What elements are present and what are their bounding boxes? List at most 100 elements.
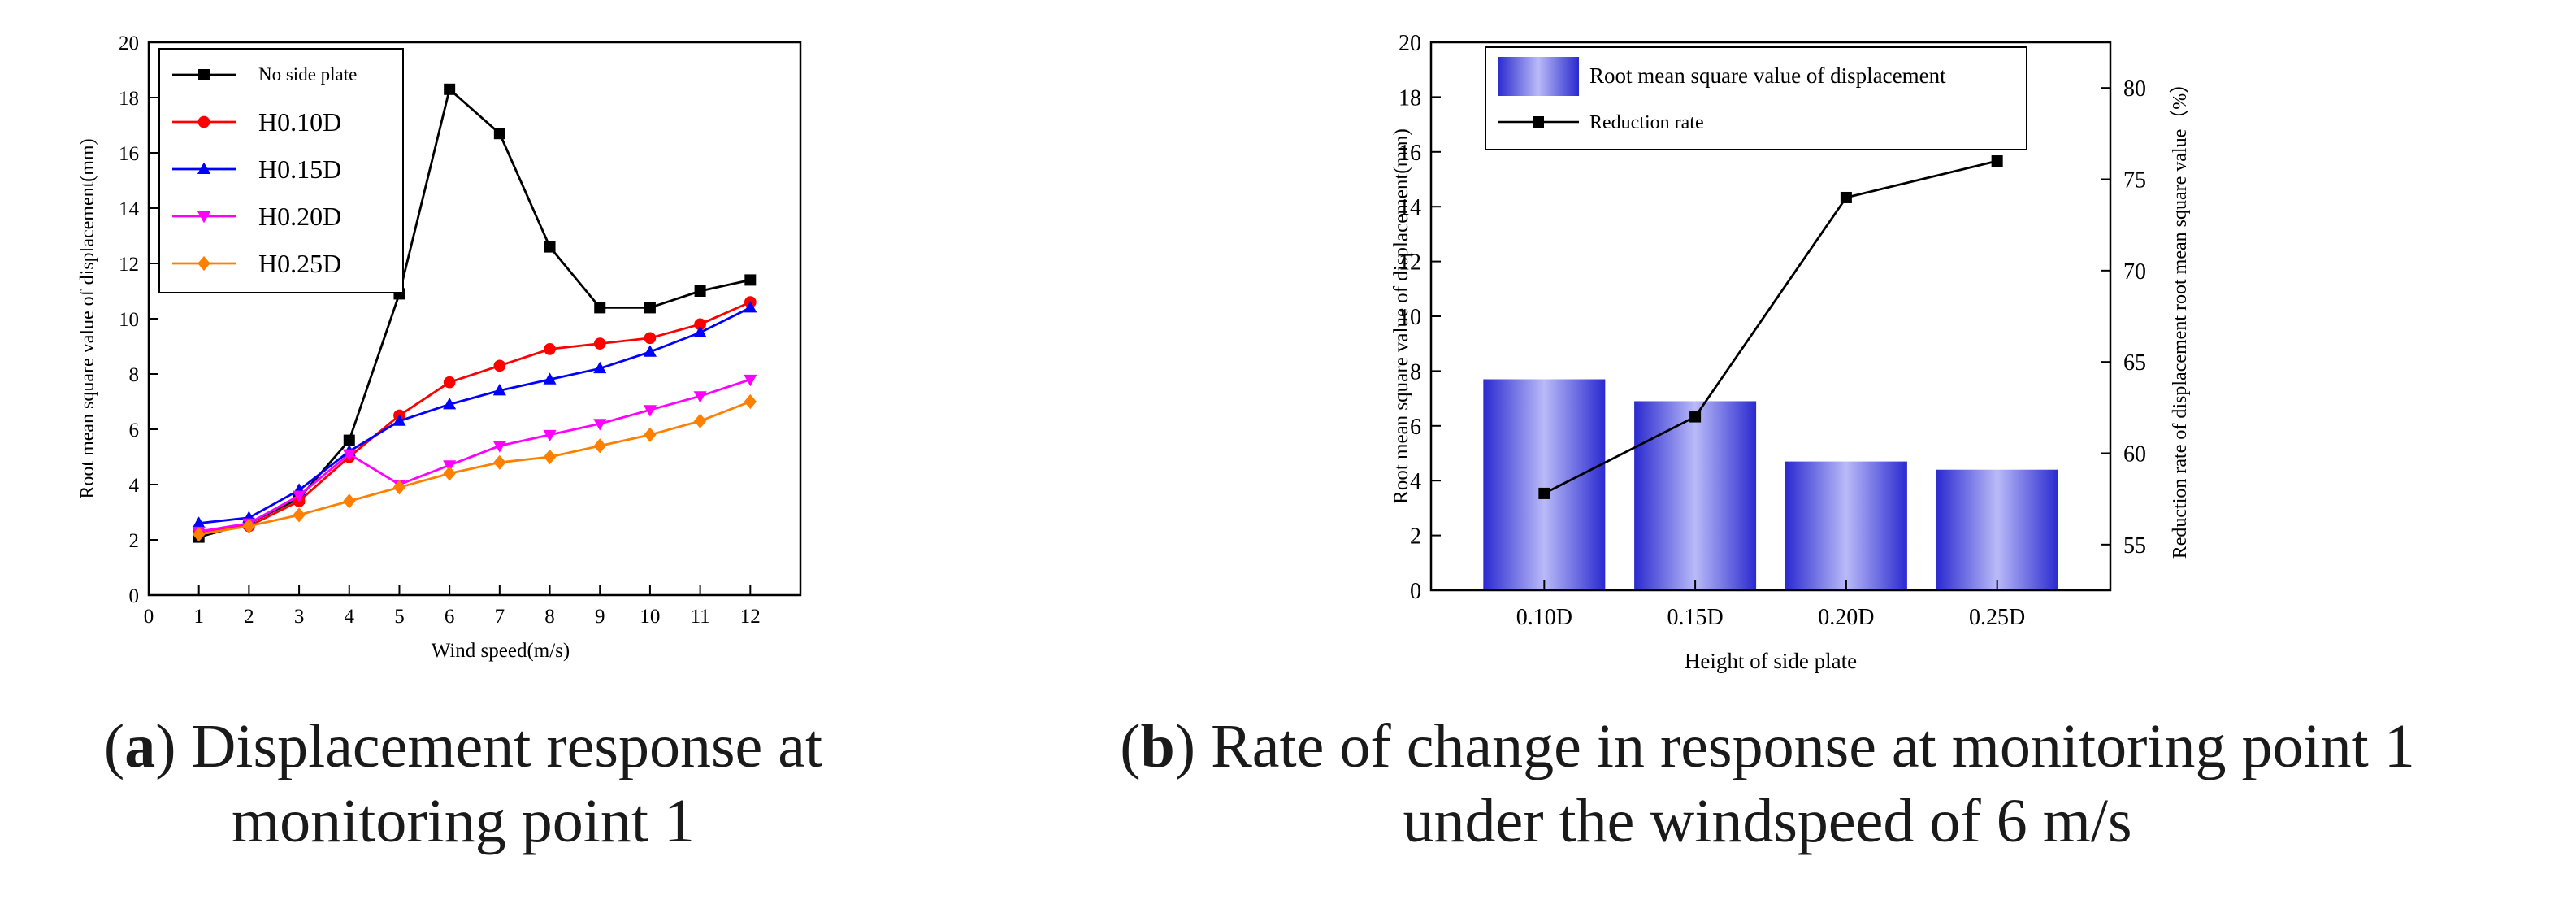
chart-a-x-tick-label: 7 bbox=[495, 606, 505, 628]
chart-a-point-h0-15d bbox=[744, 301, 757, 313]
caption-a-line-1-text: Displacement response at bbox=[191, 712, 823, 780]
chart-b-y-tick-label: 20 bbox=[1399, 31, 1421, 56]
chart-a-x-tick-label: 9 bbox=[595, 606, 605, 628]
chart-a-point-h0-20d bbox=[293, 490, 306, 502]
chart-a-x-tick-label: 2 bbox=[244, 606, 254, 628]
chart-b-y-axis: 0 2 4 6 8 10 12 14 16 18 20 bbox=[1399, 31, 1441, 604]
chart-a-y-tick-label: 6 bbox=[129, 420, 140, 441]
chart-a-legend-label-h0-25d: H0.25D bbox=[258, 249, 341, 278]
chart-b-bar-0-25d bbox=[1936, 469, 2058, 590]
chart-a-x-tick-label: 11 bbox=[691, 606, 710, 628]
chart-a-x-tick-label: 0 bbox=[144, 606, 154, 628]
chart-a-x-tick-label: 12 bbox=[740, 606, 761, 628]
chart-a-point-h0-25d bbox=[242, 518, 256, 534]
chart-a-point-h0-10d bbox=[493, 359, 506, 372]
chart-b-bars bbox=[1483, 379, 2058, 590]
chart-a-point-h0-10d bbox=[694, 318, 706, 331]
chart-b-y-tick-label: 4 bbox=[1410, 469, 1421, 494]
chart-b-x-tick-label: 0.25D bbox=[1969, 605, 2025, 630]
chart-a-y-tick-label: 14 bbox=[119, 198, 140, 220]
chart-b-y-tick-label: 10 bbox=[1399, 305, 1421, 330]
chart-a-point-h0-25d bbox=[644, 427, 657, 442]
chart-a-series bbox=[192, 83, 757, 543]
caption-b-line-1-text: Rate of change in response at monitoring… bbox=[1211, 712, 2415, 780]
chart-b-point-0-15d bbox=[1689, 411, 1702, 423]
chart-b-x-tick-label: 0.20D bbox=[1818, 605, 1874, 630]
chart-a-y-tick-label: 4 bbox=[129, 475, 140, 497]
chart-b-y2-tick-label: 70 bbox=[2123, 259, 2146, 285]
chart-a-series-line-no-side-plate bbox=[198, 87, 751, 538]
chart-a-legend-label-h0-10d: H0.10D bbox=[258, 107, 341, 137]
chart-b-y-tick-label: 2 bbox=[1410, 524, 1421, 550]
chart-a-point-no-side-plate bbox=[544, 241, 556, 253]
chart-a-legend-label-no-side-plate: No side plate bbox=[258, 64, 357, 85]
chart-a-point-h0-25d bbox=[693, 413, 707, 428]
chart-a-point-h0-10d bbox=[644, 332, 657, 345]
chart-a-point-h0-20d bbox=[492, 441, 506, 453]
caption-a-line-1: (a) Displacement response at bbox=[103, 712, 823, 780]
chart-a-x-tick-label: 1 bbox=[193, 606, 204, 628]
chart-a-point-h0-25d bbox=[392, 480, 406, 495]
chart-a-point-no-side-plate bbox=[444, 83, 456, 95]
caption-a-tag: a bbox=[124, 712, 156, 780]
chart-a-point-h0-25d bbox=[493, 454, 506, 470]
chart-b-y-tick-label: 6 bbox=[1410, 415, 1421, 440]
chart-b-legend-label-reduction-rate: Reduction rate bbox=[1589, 112, 1704, 133]
chart-b-series-line-reduction-rate bbox=[1543, 159, 1997, 495]
chart-b-y2-tick-label: 55 bbox=[2123, 533, 2146, 559]
chart-a-point-no-side-plate bbox=[744, 274, 757, 286]
chart-a-y-axis-label: Root mean square value of displacement(m… bbox=[77, 138, 98, 498]
chart-a-y-axis: 0 2 4 6 8 10 12 14 16 18 20 bbox=[119, 33, 158, 607]
chart-a-x-tick-label: 3 bbox=[294, 606, 305, 628]
chart-a-y-tick-label: 0 bbox=[129, 585, 140, 607]
chart-b-y2-tick-label: 80 bbox=[2123, 76, 2146, 102]
chart-a-point-h0-15d bbox=[443, 398, 457, 410]
chart-b-y-tick-label: 12 bbox=[1399, 250, 1421, 276]
chart-b-y2-axis-label: Reduction rate of displacement root mean… bbox=[2170, 74, 2191, 559]
chart-a-point-h0-15d bbox=[593, 361, 607, 374]
chart-a-point-h0-15d bbox=[643, 345, 657, 357]
chart-a-point-no-side-plate bbox=[493, 128, 505, 140]
chart-a-x-tick-label: 10 bbox=[640, 606, 660, 628]
chart-a-legend-marker-no-side-plate bbox=[198, 69, 210, 80]
chart-b-x-tick-label: 0.15D bbox=[1667, 605, 1723, 630]
chart-b-legend-marker-reduction-rate bbox=[1533, 116, 1544, 128]
chart-a-y-tick-label: 16 bbox=[119, 143, 139, 165]
chart-b-x-tick-label: 0.10D bbox=[1516, 605, 1572, 630]
chart-a-legend-marker-h0-20d bbox=[197, 211, 211, 224]
chart-b-y-tick-label: 8 bbox=[1410, 359, 1421, 385]
chart-a-series-line-h0-10d bbox=[198, 301, 751, 533]
chart-a-y-tick-label: 8 bbox=[129, 364, 140, 386]
chart-a-point-h0-20d bbox=[693, 391, 707, 403]
chart-a-point-h0-25d bbox=[343, 493, 356, 509]
chart-a-y-tick-label: 20 bbox=[119, 33, 139, 54]
chart-b-y-tick-label: 16 bbox=[1399, 141, 1421, 166]
chart-a-series-line-h0-25d bbox=[198, 400, 751, 536]
chart-a-point-h0-25d bbox=[293, 507, 306, 523]
caption-b-tag: b bbox=[1140, 712, 1175, 780]
chart-b-reduction-line bbox=[1538, 155, 2003, 499]
chart-a-series-line-h0-20d bbox=[198, 378, 751, 533]
chart-a-y-tick-label: 18 bbox=[119, 88, 139, 110]
chart-a-point-h0-25d bbox=[443, 466, 456, 481]
chart-a-x-axis: 0 1 2 3 4 5 6 7 8 9 10 11 12 bbox=[144, 585, 761, 628]
chart-a-x-tick-label: 5 bbox=[394, 606, 405, 628]
chart-a-y-tick-label: 2 bbox=[129, 530, 140, 552]
chart-b-y2-tick-label: 60 bbox=[2123, 442, 2146, 467]
chart-b-legend: Root mean square value of displacement Re… bbox=[1485, 46, 2027, 150]
chart-b-y-tick-label: 0 bbox=[1410, 579, 1421, 604]
chart-b-legend-label-bars: Root mean square value of displacement bbox=[1589, 63, 1946, 88]
chart-a-point-h0-20d bbox=[744, 374, 757, 387]
chart-a-point-h0-25d bbox=[593, 438, 606, 454]
caption-a-line-2: monitoring point 1 bbox=[232, 787, 695, 855]
chart-b-point-0-25d bbox=[1991, 155, 2003, 167]
chart-a-point-h0-25d bbox=[543, 449, 557, 465]
chart-a-x-axis-label: Wind speed(m/s) bbox=[432, 640, 570, 662]
chart-b-bar-0-20d bbox=[1785, 461, 1907, 590]
chart-a-x-tick-label: 4 bbox=[345, 606, 355, 628]
chart-b-y-tick-label: 14 bbox=[1399, 195, 1421, 220]
chart-a-point-h0-15d bbox=[693, 325, 707, 337]
chart-b-x-axis-label: Height of side plate bbox=[1685, 649, 1857, 673]
chart-b-point-0-10d bbox=[1538, 487, 1550, 499]
chart-a-point-h0-10d bbox=[544, 343, 556, 355]
